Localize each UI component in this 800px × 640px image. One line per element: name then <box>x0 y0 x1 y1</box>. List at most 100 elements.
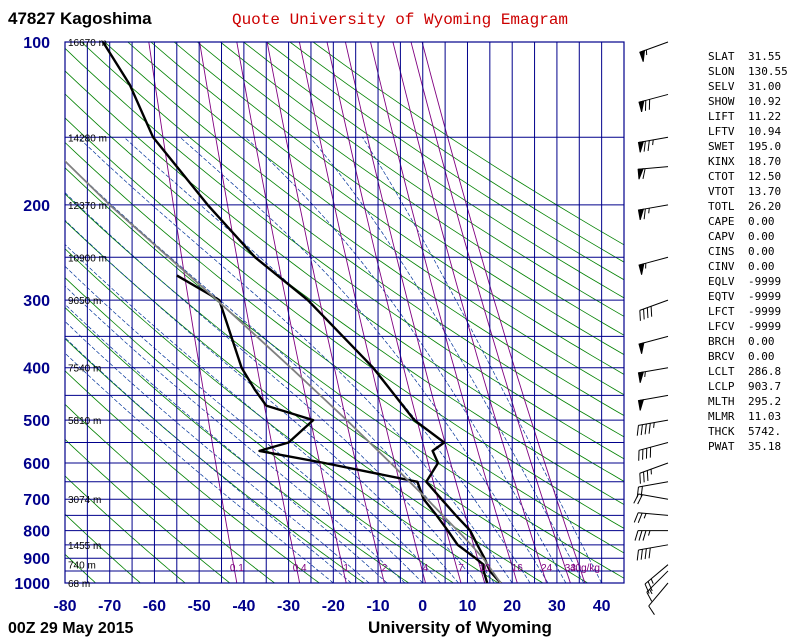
pressure-tick-label: 1000 <box>14 576 50 593</box>
pressure-tick-label: 200 <box>23 198 50 215</box>
wind-barb <box>638 335 669 354</box>
barb-full <box>634 530 639 541</box>
stat-name: MLTH <box>708 395 735 408</box>
stat-row-pwat: PWAT 35.18 <box>708 440 781 453</box>
barb-full <box>638 530 643 541</box>
barb-shaft <box>648 582 669 607</box>
wind-barb <box>633 512 669 524</box>
barb-full <box>637 512 643 524</box>
temperature-tick-label: 40 <box>593 598 611 615</box>
dry-adiabat-line <box>65 117 624 529</box>
stat-name: LIFT <box>708 110 735 123</box>
barb-full <box>646 470 649 481</box>
barb-flag <box>638 342 645 354</box>
barb-flag <box>638 263 645 275</box>
stat-row-slon: SLON 130.55 <box>708 65 788 78</box>
pressure-tick-label: 500 <box>23 413 50 430</box>
wind-barb <box>637 136 669 153</box>
stat-value: 0.00 <box>748 230 775 243</box>
stat-name: CAPV <box>708 230 735 243</box>
wind-barb <box>633 493 669 505</box>
height-label: 740 m <box>68 561 96 572</box>
barb-flag <box>637 140 645 153</box>
stat-value: 11.03 <box>748 410 782 423</box>
stat-row-show: SHOW 10.92 <box>708 95 781 108</box>
temperature-profile-line <box>101 42 502 583</box>
wind-barb <box>637 394 669 411</box>
barb-shaft <box>639 299 669 311</box>
stat-value: 35.18 <box>748 440 782 453</box>
chart-title: Quote University of Wyoming Emagram <box>232 11 568 29</box>
dry-adiabat-line <box>104 42 624 417</box>
moist-adiabat-line <box>65 243 441 583</box>
barb-shaft <box>638 419 669 426</box>
barb-full <box>643 471 645 483</box>
stat-row-mlmr: MLMR 11.03 <box>708 410 781 423</box>
moist-adiabat-line <box>65 320 370 583</box>
time-label: 00Z 29 May 2015 <box>8 620 134 637</box>
wind-barb <box>639 462 669 484</box>
stat-name: LFCV <box>708 320 735 333</box>
barb-flag <box>638 100 645 112</box>
stat-name: THCK <box>708 425 735 438</box>
mixing-ratio-line <box>392 42 548 583</box>
stat-value: 0.00 <box>748 215 775 228</box>
temperature-axis: -80 -70 -60 -50 -40 -30 -20 -10 0 10 20 30 40 <box>53 598 610 615</box>
stat-name: PWAT <box>708 440 735 453</box>
height-label: 14280 m <box>68 133 107 144</box>
barb-full <box>643 308 645 320</box>
stat-value: 0.00 <box>748 335 775 348</box>
barb-full <box>648 605 655 615</box>
mixing-ratio-label: 10 <box>479 563 491 574</box>
stat-name: SWET <box>708 140 735 153</box>
stat-row-kinx: KINX 18.70 <box>708 155 781 168</box>
stat-name: LCLP <box>708 380 735 393</box>
dry-adiabat-line <box>127 42 624 396</box>
wind-barb <box>637 204 669 221</box>
stat-row-lclp: LCLP 903.7 <box>708 380 781 393</box>
mixing-ratio-label: 33 <box>565 563 577 574</box>
stat-value: -9999 <box>748 320 782 333</box>
mixing-ratio-line <box>326 42 462 583</box>
stat-value: 31.00 <box>748 80 782 93</box>
stat-value: 0.00 <box>748 245 775 258</box>
wind-barbs <box>633 41 669 615</box>
stat-name: SLAT <box>708 50 735 63</box>
stat-name: BRCH <box>708 335 735 348</box>
stat-row-brcv: BRCV 0.00 <box>708 350 775 363</box>
stat-name: SHOW <box>708 95 735 108</box>
height-label: 5810 m <box>68 416 101 427</box>
wind-barb <box>639 299 669 321</box>
barb-shaft <box>638 512 669 516</box>
stat-value: 11.22 <box>748 110 782 123</box>
stat-value: 286.8 <box>748 365 782 378</box>
profile-lines <box>65 42 502 583</box>
barb-full <box>639 310 641 321</box>
barb-half <box>643 513 647 519</box>
stat-row-brch: BRCH 0.00 <box>708 335 775 348</box>
moist-adiabat-line <box>245 137 567 583</box>
height-label: 1455 m <box>68 541 101 552</box>
stat-name: CINV <box>708 260 735 273</box>
wind-barb <box>636 419 669 436</box>
stat-name: EQTV <box>708 290 735 303</box>
barb-full <box>642 530 647 541</box>
barb-shaft <box>646 570 669 593</box>
barb-flag <box>637 399 645 411</box>
stat-name: SLON <box>708 65 735 78</box>
barb-full <box>642 168 646 180</box>
barb-flag <box>637 208 645 221</box>
stat-row-ctot: CTOT 12.50 <box>708 170 781 183</box>
barb-shaft <box>638 481 669 488</box>
mixing-ratio-label: 0.1 <box>230 563 244 574</box>
wind-barb <box>637 166 669 180</box>
barb-half <box>652 139 654 146</box>
mixing-ratio-label: 16 <box>512 563 524 574</box>
moist-adiabat-line <box>65 337 352 583</box>
stat-row-eqtv: EQTV -9999 <box>708 290 781 303</box>
mixing-ratio-label: 7 <box>458 563 464 574</box>
height-label: 9650 m <box>68 296 101 307</box>
stat-value: 195.0 <box>748 140 782 153</box>
barb-half <box>644 371 646 377</box>
temperature-tick-label: -30 <box>277 598 300 615</box>
